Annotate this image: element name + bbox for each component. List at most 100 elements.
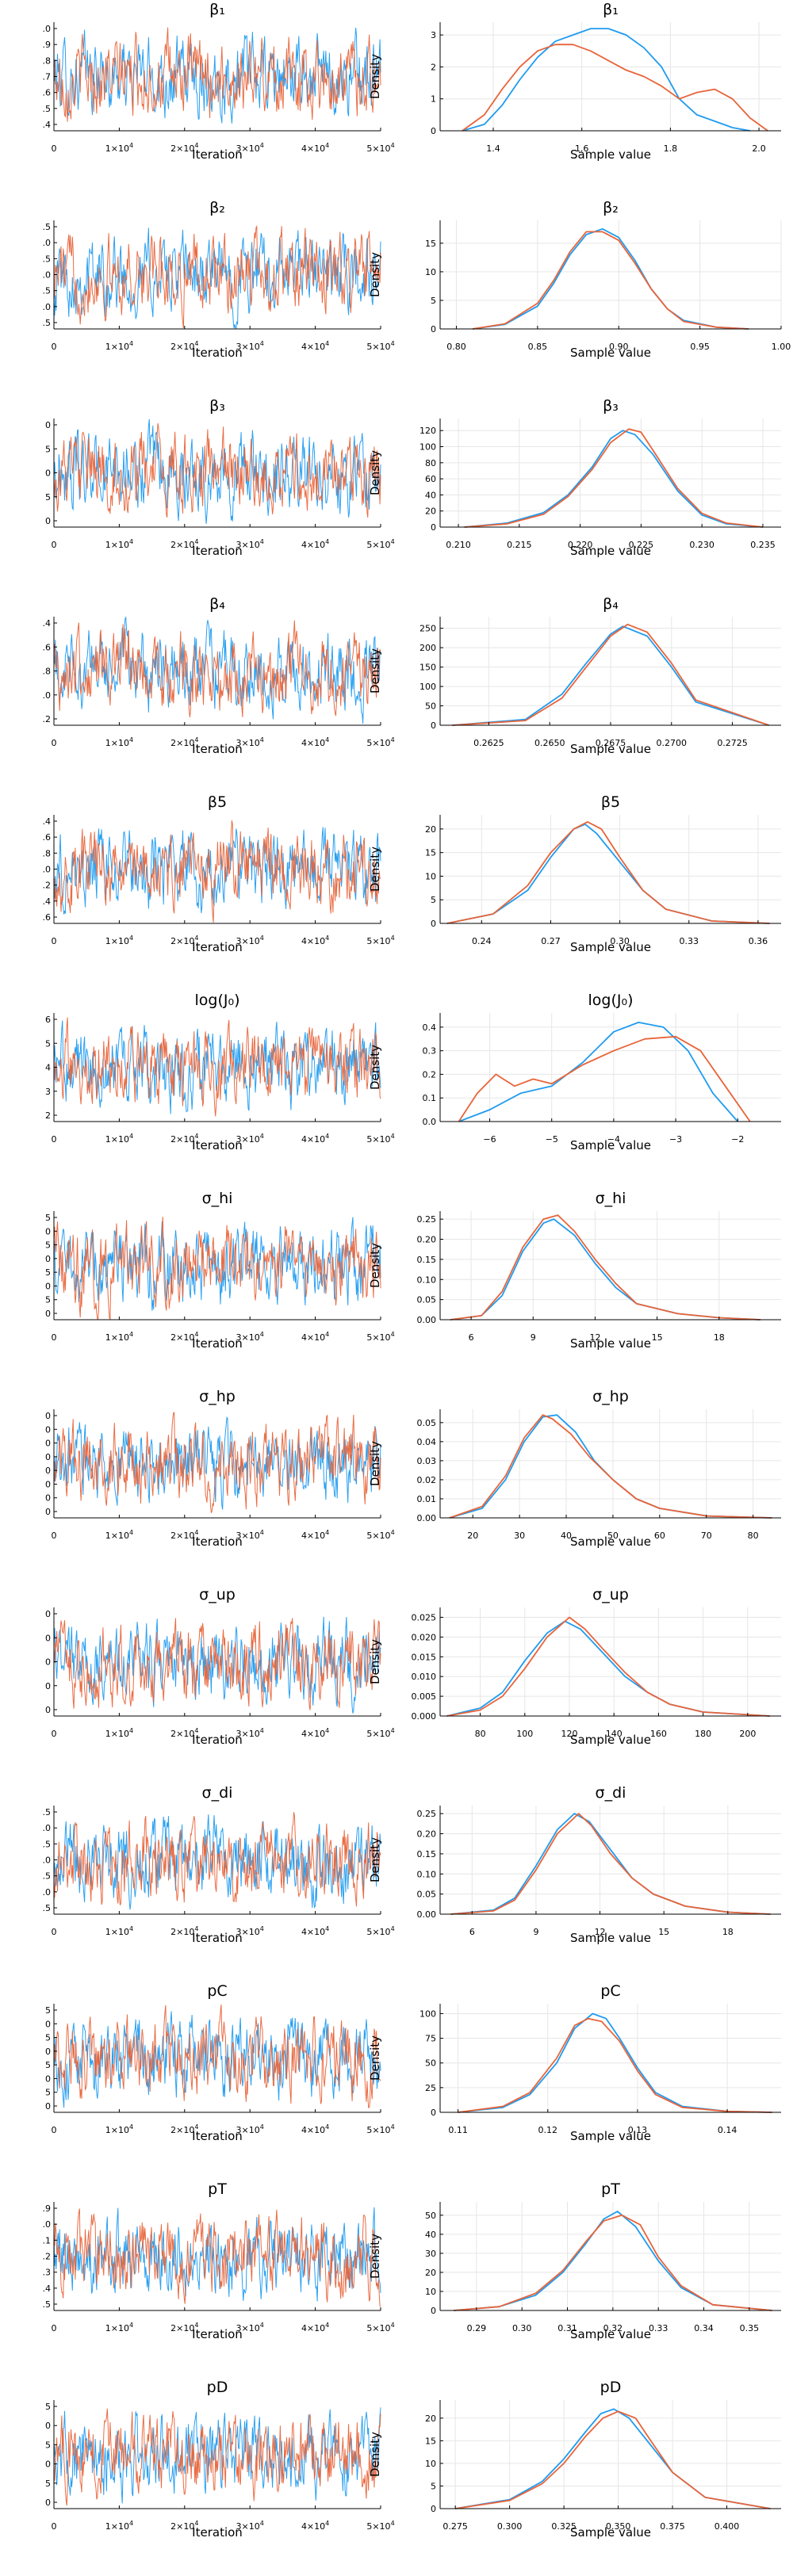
trace-series-line xyxy=(53,419,381,524)
trace-y-tick-label: 0 xyxy=(45,2019,51,2029)
density-y-tick-label: 250 xyxy=(419,624,436,634)
trace-panel: β5 .6 .4 .2 .0 .8 .6 .4 0 1×104 2×104 3×104 4×104 5×1… xyxy=(43,793,395,954)
trace-y-tick-label: .7 xyxy=(43,72,52,82)
trace-x-tick-label: 0 xyxy=(52,2125,57,2135)
density-x-tick-label: 18 xyxy=(722,1927,734,1937)
trace-x-tick-label: 3×104 xyxy=(236,1727,264,1739)
density-series-line xyxy=(452,623,769,726)
density-y-tick-label: 0.025 xyxy=(412,1612,437,1622)
density-y-tick-label: 0.00 xyxy=(417,1909,437,1920)
density-x-tick-label: 120 xyxy=(561,1729,578,1739)
density-y-tick-label: 15 xyxy=(425,848,436,858)
density-y-tick-label: 0.00 xyxy=(417,1315,437,1325)
trace-x-tick-label: 1×104 xyxy=(105,934,133,946)
density-y-tick-label: 0.05 xyxy=(417,1890,437,1900)
density-x-tick-label: 0.33 xyxy=(680,936,699,946)
trace-x-axis-label: Iteration xyxy=(192,544,243,558)
trace-x-tick-label: 2×104 xyxy=(170,1925,198,1937)
density-x-axis-label: Sample value xyxy=(570,346,651,360)
density-y-tick-label: 0 xyxy=(431,522,436,533)
trace-x-tick-label: 4×104 xyxy=(301,538,329,550)
trace-y-tick-label: 0 xyxy=(45,1411,51,1421)
trace-title: β₄ xyxy=(209,595,225,613)
trace-y-tick-label: .0 xyxy=(43,2219,52,2230)
density-y-tick-label: 75 xyxy=(425,2034,436,2044)
trace-y-tick-label: .8 xyxy=(43,55,52,66)
trace-x-tick-label: 2×104 xyxy=(170,340,198,352)
density-x-tick-label: 0.85 xyxy=(528,342,548,352)
trace-panel: pC 0 5 0 5 0 5 0 5 0 1×104 2×104 3×104 4×104 5×104 Iter… xyxy=(45,1982,395,2143)
trace-x-tick-label: 2×104 xyxy=(170,2322,198,2333)
trace-x-axis-label: Iteration xyxy=(192,1336,243,1351)
density-panel: β₃ 0 20 40 60 80 100 120 0.210 0.215 0.220 0.225 0.2… xyxy=(368,397,781,558)
trace-y-tick-label: 0 xyxy=(45,516,51,526)
density-x-tick-label: 40 xyxy=(561,1531,572,1541)
parameter-row: pD 0 5 0 5 0 5 0 1×104 2×104 3×104 4×104 5×104 Iterat… xyxy=(45,2379,781,2540)
trace-series-line xyxy=(53,1020,381,1114)
density-x-tick-label: 50 xyxy=(607,1531,619,1541)
trace-y-tick-label: 5 xyxy=(45,2005,51,2016)
density-y-tick-label: 0.4 xyxy=(423,1022,437,1033)
density-x-tick-label: 15 xyxy=(652,1332,663,1343)
density-x-axis-label: Sample value xyxy=(570,2327,651,2341)
trace-y-tick-label: 5 xyxy=(45,492,51,503)
parameter-row: β₄ .2 .0 .8 .6 .4 0 1×104 2×104 3×104 4×104 5×104 It… xyxy=(43,595,781,756)
trace-x-tick-label: 2×104 xyxy=(170,1133,198,1145)
trace-x-tick-label: 2×104 xyxy=(170,1331,198,1343)
density-y-tick-label: 0.15 xyxy=(417,1849,437,1859)
density-series-line xyxy=(464,428,764,528)
trace-title: β₁ xyxy=(209,1,225,18)
density-series-line xyxy=(452,625,769,726)
density-x-tick-label: 180 xyxy=(695,1729,711,1739)
density-y-tick-label: 0.10 xyxy=(417,1869,437,1879)
parameter-row: β₁ .4 .5 .6 .7 .8 .9 .0 0 1×104 2×104 3×104 4×104 5×1… xyxy=(43,1,781,162)
density-x-tick-label: 0.34 xyxy=(694,2323,714,2333)
density-y-tick-label: 20 xyxy=(425,2414,436,2424)
density-y-tick-label: 40 xyxy=(425,2230,436,2240)
density-x-axis-label: Sample value xyxy=(570,2525,651,2540)
parameter-row: β₂ .5 .0 .5 .0 .5 .0 .5 0 1×104 2×104 3×104 4×104 5×1… xyxy=(43,199,791,360)
trace-series-line xyxy=(53,820,381,923)
density-panel: σ_di 0.00 0.05 0.10 0.15 0.20 0.25 6 9 12 15 18 Samp… xyxy=(368,1784,781,1945)
density-series-line xyxy=(449,1414,772,1519)
trace-y-tick-label: .0 xyxy=(43,238,52,248)
parameter-row: pT .5 .4 .3 .2 .1 .0 .9 0 1×104 2×104 3×104 4×104 5×1… xyxy=(43,2180,781,2341)
trace-x-axis-label: Iteration xyxy=(192,742,243,756)
density-panel: β₁ 0 1 2 3 1.4 1.6 1.8 2.0 Sample value Density xyxy=(368,1,781,162)
density-x-tick-label: 18 xyxy=(714,1332,725,1343)
trace-panel: β₃ 0 5 0 5 0 0 1×104 2×104 3×104 4×104 5×104 Iterati… xyxy=(45,397,395,558)
trace-x-tick-label: 5×104 xyxy=(366,340,394,352)
density-series-line xyxy=(464,430,764,528)
density-series-line xyxy=(458,1022,738,1122)
density-y-tick-label: 0.01 xyxy=(417,1494,437,1504)
trace-panel: β₂ .5 .0 .5 .0 .5 .0 .5 0 1×104 2×104 3×104 4×104 5×1… xyxy=(43,199,395,360)
density-panel: σ_hi 0.00 0.05 0.10 0.15 0.20 0.25 6 9 12 15 18 Samp… xyxy=(368,1190,781,1351)
density-title: pC xyxy=(600,1982,620,2000)
density-y-axis-label: Density xyxy=(368,252,382,297)
density-x-axis-label: Sample value xyxy=(570,742,651,756)
trace-y-tick-label: 4 xyxy=(45,1063,51,1073)
density-x-tick-label: 12 xyxy=(589,1332,600,1343)
trace-x-tick-label: 0 xyxy=(52,1531,57,1541)
density-y-tick-label: 0 xyxy=(431,126,436,136)
trace-x-tick-label: 4×104 xyxy=(301,1529,329,1541)
trace-x-tick-label: 5×104 xyxy=(366,1727,394,1739)
density-x-tick-label: 0.225 xyxy=(629,540,654,550)
trace-panel: σ_up 0 0 0 0 0 0 1×104 2×104 3×104 4×104 5×104 Itera… xyxy=(45,1586,395,1747)
trace-x-tick-label: 1×104 xyxy=(105,2520,133,2532)
trace-y-tick-label: .5 xyxy=(43,1807,52,1817)
trace-x-tick-label: 0 xyxy=(52,1134,57,1145)
trace-x-tick-label: 3×104 xyxy=(236,2322,264,2333)
trace-panel: σ_hp 0 0 0 0 0 0 0 0 0 1×104 2×104 3×104 4×104 5×104 It… xyxy=(45,1388,395,1549)
trace-y-tick-label: .6 xyxy=(43,642,52,652)
trace-x-axis-label: Iteration xyxy=(192,1138,243,1152)
trace-x-tick-label: 2×104 xyxy=(170,142,198,154)
density-title: β₂ xyxy=(603,199,619,216)
density-y-tick-label: 0.05 xyxy=(417,1418,437,1428)
density-x-tick-label: 80 xyxy=(475,1729,486,1739)
trace-y-tick-label: 5 xyxy=(45,1038,51,1049)
trace-x-axis-label: Iteration xyxy=(192,1733,243,1747)
trace-panel: pD 0 5 0 5 0 5 0 1×104 2×104 3×104 4×104 5×104 Iterat… xyxy=(45,2379,395,2540)
density-x-tick-label: 70 xyxy=(701,1531,712,1541)
